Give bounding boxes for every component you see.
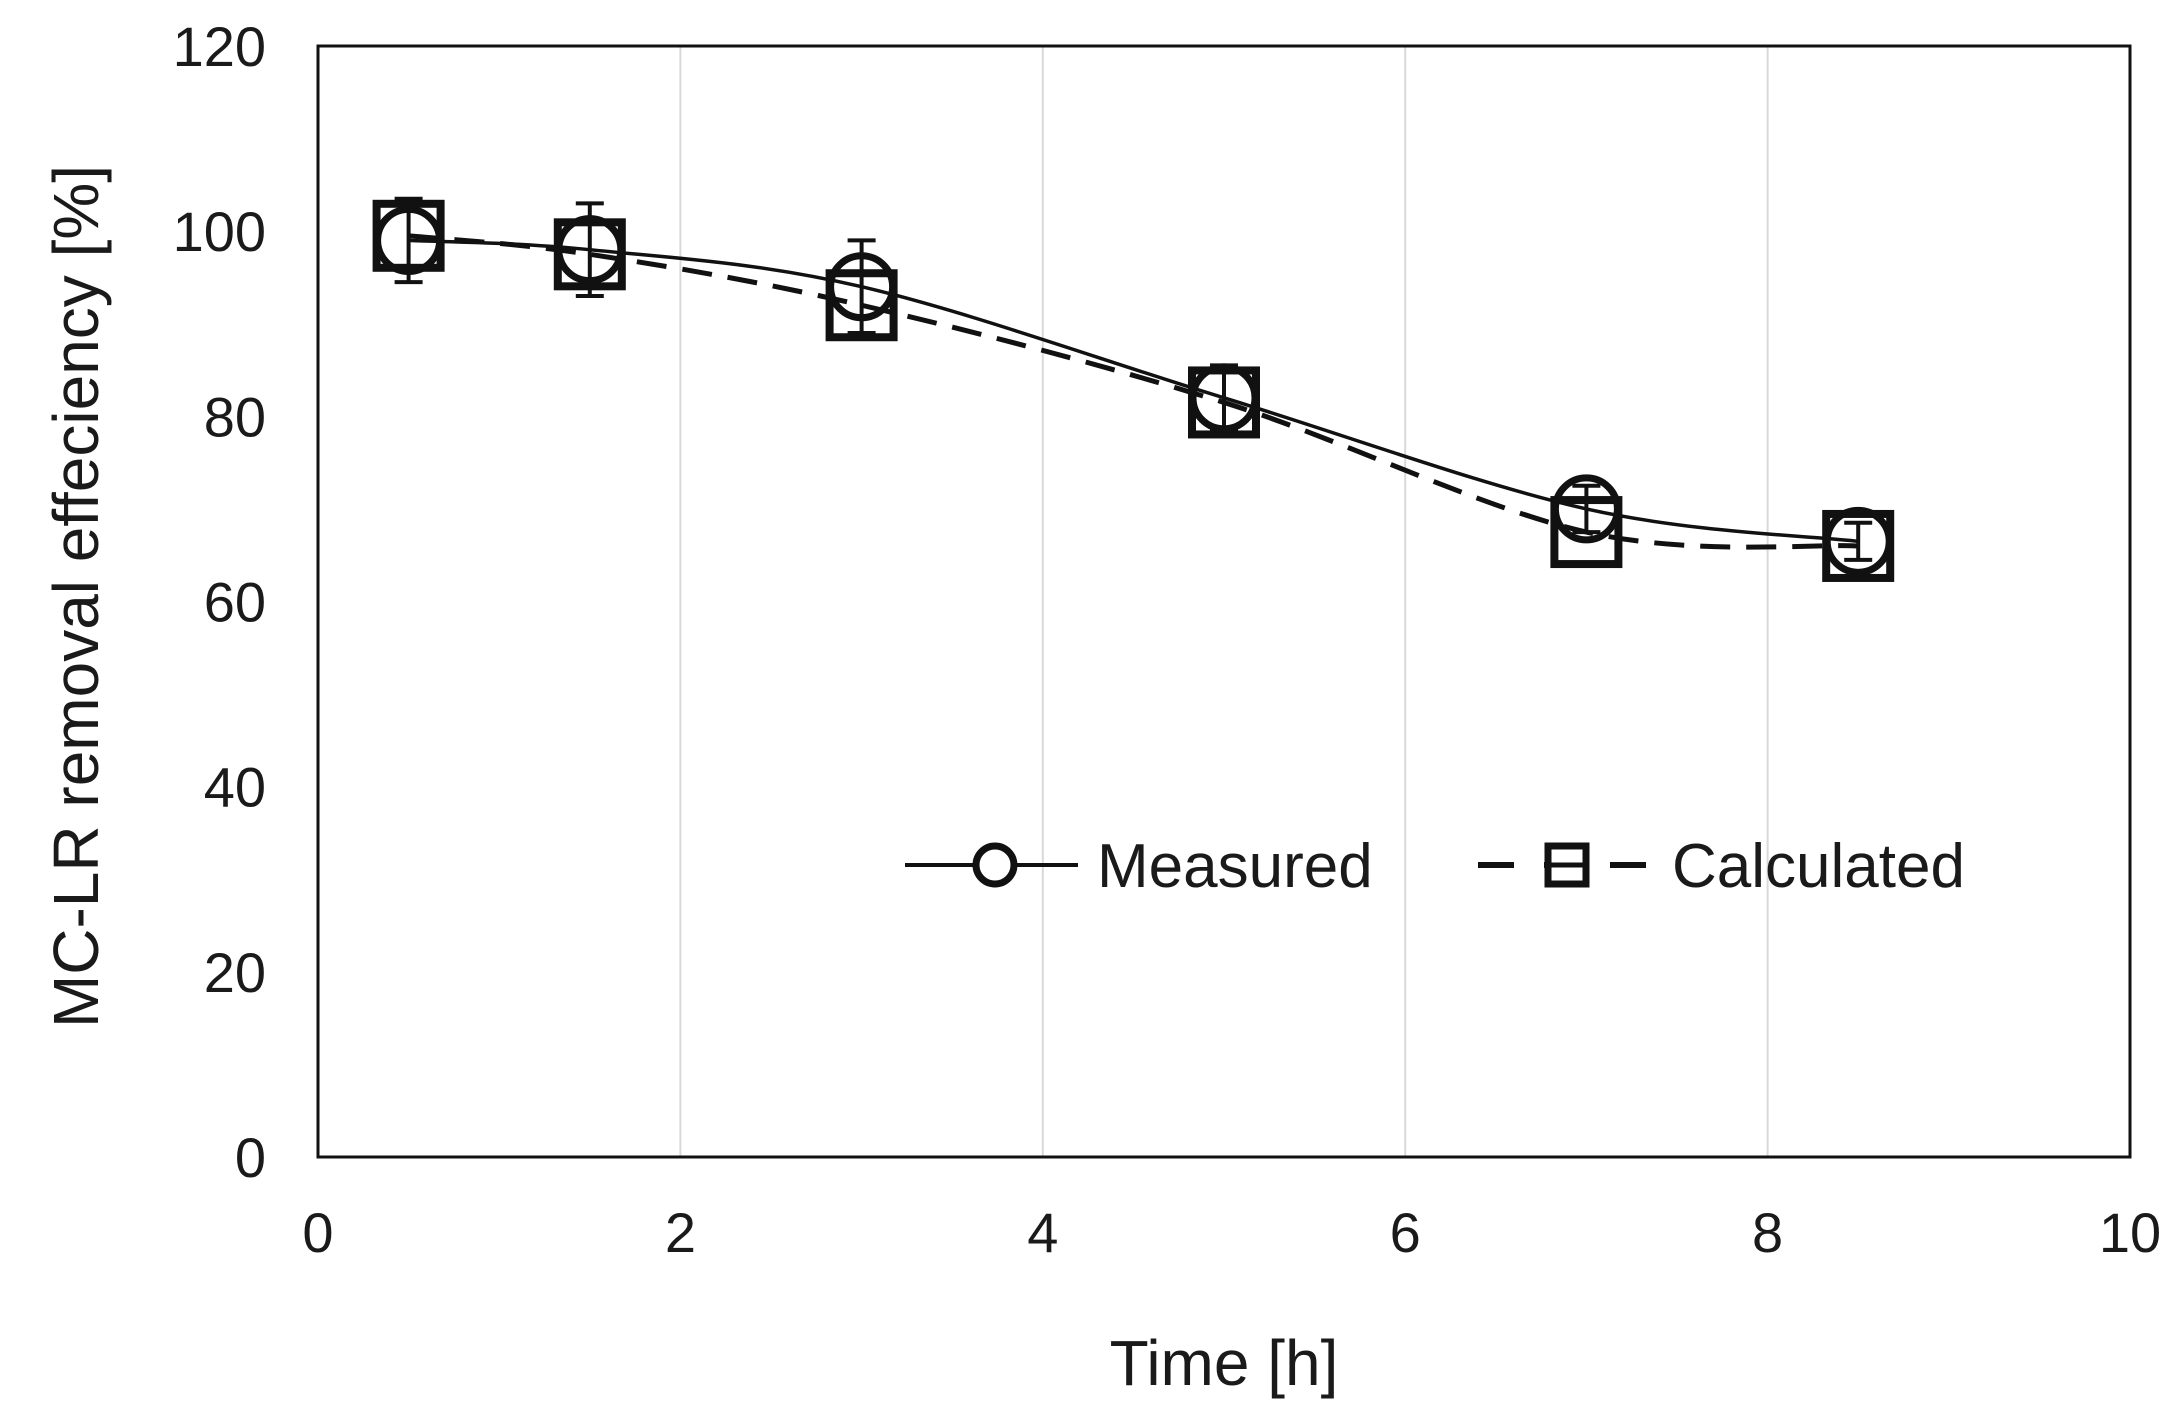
x-tick-label-6: 6 — [1390, 1201, 1421, 1264]
y-tick-label-40: 40 — [204, 756, 266, 819]
measured-errorbar-5 — [1844, 520, 1873, 562]
x-tick-label-4: 4 — [1027, 1201, 1058, 1264]
legend-calculated-label: Calculated — [1672, 832, 1965, 901]
series-calculated-line — [408, 233, 1859, 550]
x-tick-label-10: 10 — [2099, 1201, 2161, 1264]
measured-point-3 — [1189, 363, 1259, 433]
legend: Measured Calculated — [905, 832, 1965, 901]
legend-item-calculated: Calculated — [1478, 832, 1965, 901]
legend-calculated-marker — [1544, 842, 1590, 888]
y-tick-label-120: 120 — [173, 15, 266, 78]
series-layer — [372, 196, 1895, 582]
y-tick-label-100: 100 — [173, 200, 266, 263]
x-axis-title: Time [h] — [1110, 1327, 1339, 1399]
x-tick-label-0: 0 — [302, 1201, 333, 1264]
y-tick-label-60: 60 — [204, 571, 266, 634]
y-tick-label-80: 80 — [204, 385, 266, 448]
x-tick-label-8: 8 — [1752, 1201, 1783, 1264]
y-axis-title: MC-LR removal effeciency [%] — [40, 165, 112, 1028]
legend-measured-label: Measured — [1097, 832, 1373, 901]
measured-point-2 — [827, 252, 897, 322]
measured-point-4 — [1551, 474, 1621, 544]
x-tick-label-2: 2 — [665, 1201, 696, 1264]
y-tick-label-0: 0 — [235, 1126, 266, 1189]
y-tick-label-20: 20 — [204, 941, 266, 1004]
legend-item-measured: Measured — [905, 832, 1373, 901]
measured-point-0 — [374, 205, 444, 275]
measured-errorbar-4 — [1572, 483, 1601, 535]
measured-point-1 — [555, 215, 625, 285]
legend-measured-marker — [972, 842, 1018, 888]
series-measured-line — [408, 238, 1859, 544]
plot-area-frame — [316, 44, 2132, 1159]
grid-lines — [679, 46, 1769, 1157]
measured-point-5 — [1823, 506, 1893, 576]
